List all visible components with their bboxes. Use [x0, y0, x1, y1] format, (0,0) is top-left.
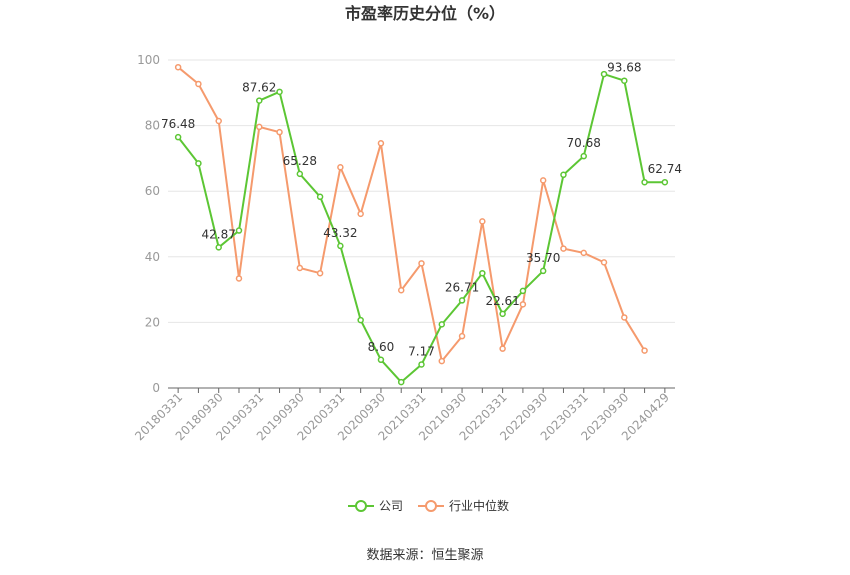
data-point [215, 244, 222, 251]
grid [168, 59, 675, 323]
data-point [621, 77, 628, 84]
data-point [438, 321, 446, 328]
data-point [600, 70, 608, 78]
data-point [580, 249, 587, 257]
series-layer [174, 63, 669, 386]
data-point [479, 269, 486, 277]
data-labels: 76.48 42.87 87.62 65.28 43.32 8.60 7.17 26.71 22… [161, 61, 682, 359]
series-line-0 [177, 72, 665, 384]
y-tick-label: 60 [145, 184, 160, 198]
data-point [276, 128, 283, 136]
y-tick-label: 20 [145, 315, 160, 329]
data-point [235, 275, 243, 282]
data-point [519, 287, 527, 295]
data-point [519, 301, 527, 308]
data-point [560, 171, 567, 179]
data-point [499, 310, 506, 318]
data-point [458, 297, 466, 304]
data-point [499, 345, 506, 352]
data-point [479, 218, 486, 225]
data-label: 7.17 [408, 344, 435, 358]
series-line-1 [177, 66, 646, 364]
data-point [438, 357, 446, 365]
data-label: 22.61 [485, 294, 519, 308]
data-point [296, 170, 304, 178]
data-point [276, 88, 283, 96]
legend[interactable]: 公司 行业中位数 [348, 498, 509, 513]
data-point [296, 264, 304, 272]
data-point [256, 123, 263, 131]
data-label: 87.62 [242, 81, 276, 95]
data-point [174, 133, 182, 141]
data-label: 35.70 [526, 251, 560, 265]
y-tick-label: 0 [152, 381, 160, 395]
data-label: 76.48 [161, 117, 195, 131]
source-note: 数据来源：恒生聚源 [366, 548, 483, 563]
data-point [337, 242, 344, 250]
legend-label: 行业中位数 [449, 498, 509, 513]
data-point [337, 164, 344, 171]
legend-marker [425, 500, 437, 512]
data-point [641, 178, 648, 186]
data-point [397, 378, 405, 386]
y-tick-label: 80 [145, 119, 160, 133]
data-label: 93.68 [607, 61, 641, 75]
y-tick-label: 40 [145, 250, 160, 264]
data-point [357, 210, 364, 218]
data-point [377, 356, 385, 364]
x-axis: 2018033120180930201903312019093020200331… [132, 387, 675, 443]
chart-title: 市盈率历史分位（%） [345, 4, 505, 23]
data-point [560, 245, 567, 252]
data-label: 65.28 [283, 154, 317, 168]
data-point [256, 97, 263, 104]
data-point [458, 332, 466, 340]
y-tick-label: 100 [137, 53, 160, 67]
data-point [580, 152, 587, 160]
data-point [539, 267, 547, 275]
data-point [661, 178, 669, 186]
legend-marker [355, 500, 367, 512]
data-point [174, 63, 182, 71]
data-point [539, 177, 547, 184]
data-point [235, 227, 243, 234]
data-label: 26.71 [445, 280, 479, 294]
data-point [357, 316, 364, 324]
data-point [641, 347, 648, 354]
data-point [316, 269, 324, 277]
data-point [621, 314, 628, 321]
legend-label: 公司 [379, 499, 403, 513]
data-point [215, 117, 222, 125]
data-point [195, 160, 202, 167]
data-label: 42.87 [202, 227, 236, 241]
data-point [397, 287, 405, 294]
data-point [600, 259, 608, 266]
data-point [377, 140, 385, 147]
data-label: 43.32 [323, 226, 357, 240]
data-point [195, 80, 202, 88]
data-label: 70.68 [567, 136, 601, 150]
data-label: 8.60 [368, 340, 395, 354]
data-label: 62.74 [648, 162, 682, 176]
data-point [418, 260, 425, 267]
data-point [418, 361, 425, 368]
y-axis: 0 20 40 60 80 100 [137, 53, 160, 395]
data-point [316, 193, 324, 201]
